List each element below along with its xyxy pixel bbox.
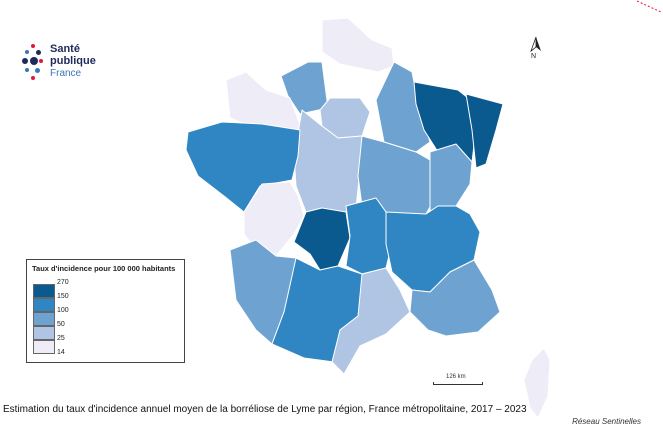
legend-break-label: 270 (57, 279, 69, 286)
legend-break-label: 150 (57, 293, 69, 300)
legend-break-label: 25 (57, 335, 65, 342)
legend-swatch (33, 326, 55, 340)
north-arrow-icon (530, 36, 541, 53)
source-credit: Réseau Sentinelles (572, 417, 641, 426)
legend-break-label: 50 (57, 321, 65, 328)
logo-line-2: publique (50, 55, 96, 67)
scale-label: 126 km (446, 374, 466, 380)
legend-break-label: 100 (57, 307, 69, 314)
scale-bar: 126 km (433, 374, 483, 386)
scale-bar-line (433, 382, 483, 385)
sante-publique-france-logo: Santé publique France (22, 42, 102, 84)
legend-swatch (33, 340, 55, 354)
legend-swatch (33, 312, 55, 326)
region-grand-est (375, 61, 431, 153)
legend-break-label: 14 (57, 349, 65, 356)
figure-caption: Estimation du taux d'incidence annuel mo… (3, 404, 527, 415)
legend-swatch (33, 284, 55, 298)
legend-swatch (33, 298, 55, 312)
map-legend: Taux d'incidence pour 100 000 habitants … (26, 259, 185, 363)
legend-title: Taux d'incidence pour 100 000 habitants (32, 264, 176, 273)
region-corse (523, 347, 551, 419)
logo-line-3: France (50, 68, 82, 79)
north-label: N (531, 53, 537, 60)
logo-line-1: Santé (50, 43, 80, 55)
logo-dots-icon (22, 44, 44, 84)
north-arrow: N (526, 36, 546, 62)
region-hauts-de-france (321, 17, 395, 73)
region-alsace (465, 93, 504, 169)
corner-dashed-line (636, 0, 662, 13)
region-languedoc-roussillon (331, 267, 411, 375)
region-provence-alpes-c-te-d-azur (409, 259, 501, 337)
